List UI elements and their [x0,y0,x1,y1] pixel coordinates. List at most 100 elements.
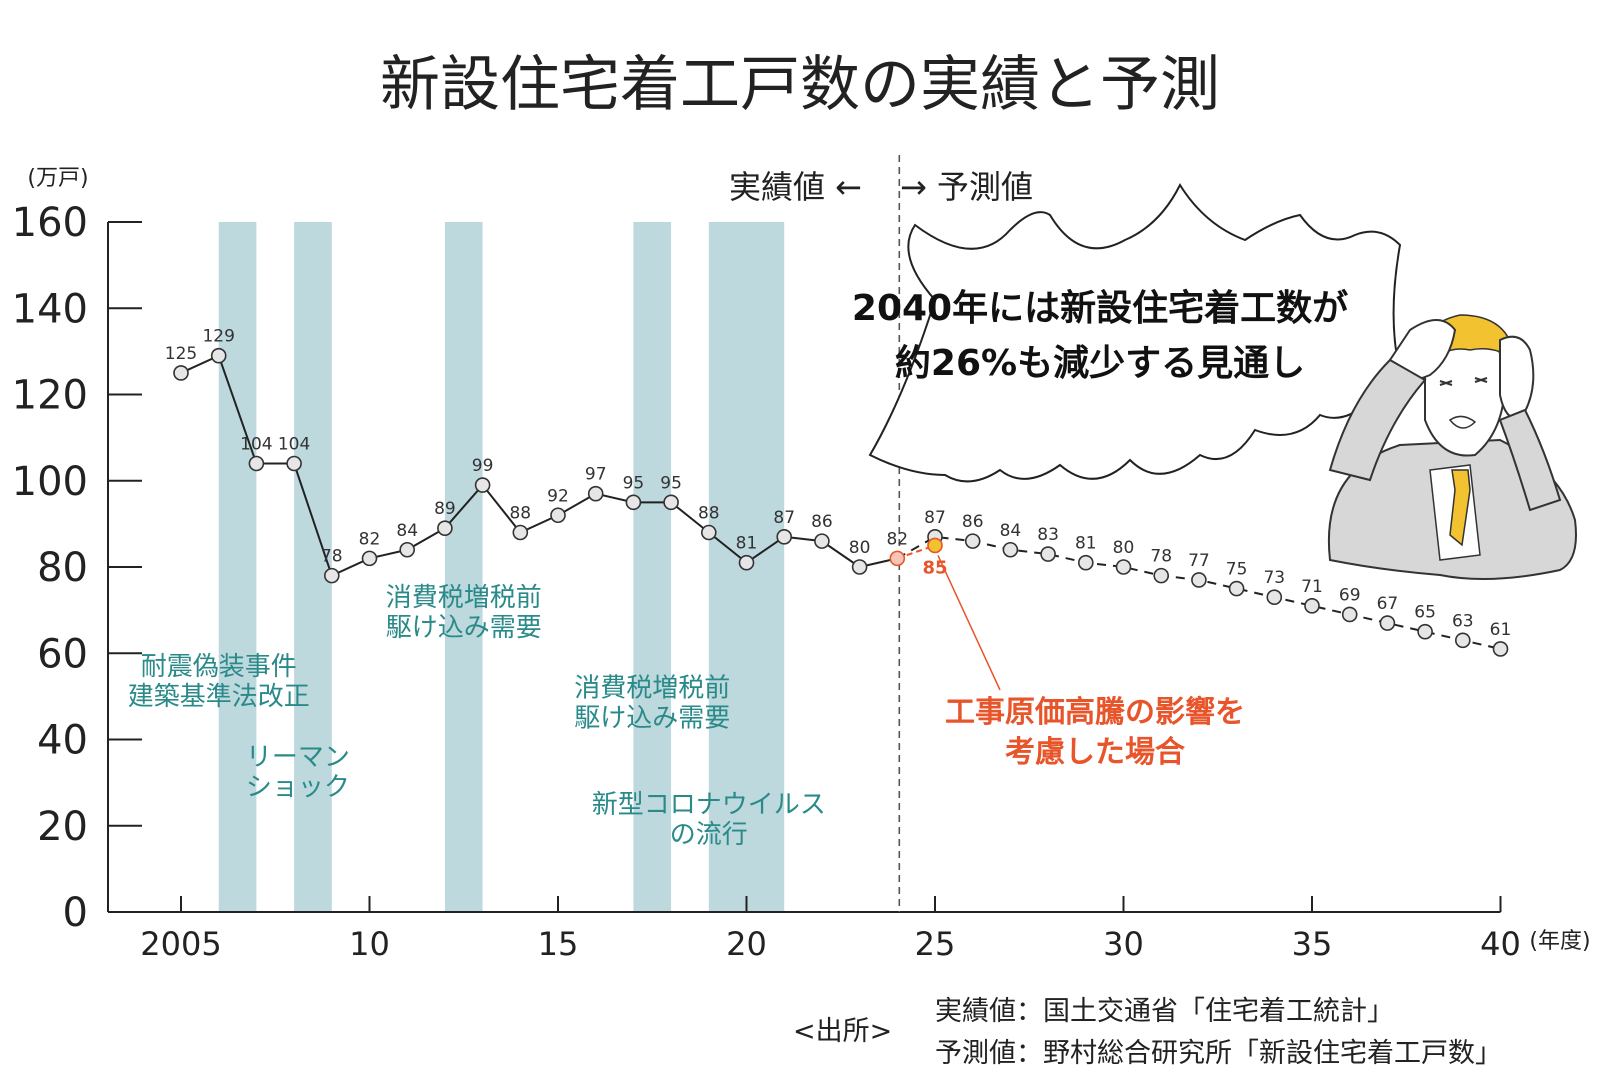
mouth-shape [1448,415,1477,429]
source-line-1: 実績値：国土交通省「住宅着工統計」 [935,996,1394,1027]
forecast-point [1078,554,1094,571]
tie-icon [1449,469,1471,547]
forecast-value-label: 75 [1226,560,1248,580]
event-annotation-1-line-1: ショック [246,772,350,802]
forecast-point [1379,615,1396,631]
shaded-period-3 [633,222,672,912]
annotations: 耐震偽装事件建築基準法改正リーマンショック消費税増税前駆け込み需要消費税増税前駆… [128,583,826,850]
forecast-value-label: 63 [1452,611,1474,631]
highlight-note-line-2: 考慮した場合 [1005,735,1185,770]
actual-value-label: 87 [773,508,795,528]
x-axis-unit: (年度) [1529,929,1590,954]
highlight-note-line-1: 工事原価高騰の影響を [945,695,1245,730]
event-annotation-4-line-0: 新型コロナウイルス [592,790,826,820]
actual-value-label: 80 [849,538,871,558]
actual-point [814,533,830,549]
forecast-point [1002,541,1019,558]
speech-bubble-shape [868,182,1407,483]
right-hand-shape [1499,335,1535,422]
x-tick-label: 15 [538,925,579,963]
event-annotation-0-line-0: 耐震偽装事件 [141,652,297,682]
actual-value-label: 95 [623,473,645,493]
actual-point [399,541,416,558]
source-prefix: <出所> [793,1016,892,1047]
forecast-value-label: 65 [1414,603,1436,623]
actual-value-label: 125 [165,344,197,364]
actual-value-label: 104 [240,435,272,455]
shaded-period-0 [218,222,257,912]
series-points [173,347,1509,657]
actual-value-label: 89 [434,499,456,519]
actual-point [210,347,227,364]
x-tick-label: 40 [1480,925,1521,963]
actual-value-label: 82 [886,529,908,549]
worried-man-illustration [1327,314,1577,580]
y-tick-label: 40 [37,718,88,764]
actual-point [738,554,755,571]
event-annotation-0-line-1: 建築基準法改正 [128,682,310,712]
actual-value-label: 82 [359,529,381,549]
actual-point [173,365,189,381]
actual-label: 実績値 ← [729,168,862,206]
y-tick-label: 20 [37,804,88,850]
actual-point [663,494,679,511]
actual-point [248,455,265,472]
forecast-value-label: 73 [1263,568,1285,588]
forecast-point [1228,580,1245,597]
actual-point [550,507,566,524]
event-annotation-2-line-1: 駆け込み需要 [386,613,542,643]
actual-point [889,550,906,567]
event-annotation-3-line-0: 消費税増税前 [574,673,730,703]
forecast-value-label: 83 [1037,525,1059,545]
actual-value-label: 97 [585,465,607,485]
actual-point [587,485,604,502]
forecast-value-label: 61 [1490,620,1512,640]
x-tick-label: 10 [349,925,390,963]
forecast-value-label: 69 [1339,585,1361,605]
chart-title: 新設住宅着工戸数の実績と予測 [380,50,1220,120]
forecast-value-label: 78 [1150,547,1172,567]
shaded-period-1 [294,222,332,912]
forecast-point [1304,598,1320,614]
actual-value-label: 88 [698,504,720,524]
forecast-point [964,533,981,549]
speech-bubble [868,182,1407,483]
actual-point [776,529,793,545]
forecast-value-label: 84 [1000,521,1022,541]
y-tick-label: 140 [12,286,88,332]
actual-value-label: 84 [396,521,418,541]
event-annotation-3-line-1: 駆け込み需要 [574,703,730,733]
forecast-point [1115,559,1132,575]
actual-value-label: 99 [472,456,494,476]
forecast-value-label: 87 [924,508,946,528]
forecast-value-label: 86 [962,512,984,532]
actual-point [361,550,378,567]
x-tick-label: 25 [915,925,956,963]
source-line-2: 予測値：野村総合研究所「新設住宅着工戸数」 [935,1038,1502,1069]
forecast-point [1153,567,1169,584]
actual-value-label: 81 [736,534,758,554]
actual-point [512,524,529,541]
actual-value-label: 78 [321,547,343,567]
forecast-point [1266,589,1283,605]
callout-line-1: 2040年には新設住宅着工数が [852,287,1348,329]
left-arm-shape [1328,358,1427,482]
y-tick-label: 60 [37,631,88,677]
forecast-value-label: 81 [1075,534,1097,554]
event-annotation-1-line-0: リーマン [246,742,350,772]
y-tick-label: 120 [12,373,88,419]
actual-value-label: 88 [509,504,531,524]
event-annotation-4-line-1: の流行 [670,820,748,850]
actual-value-label: 95 [660,473,682,493]
forecast-value-label: 67 [1377,594,1399,614]
actual-value-label: 104 [278,435,310,455]
y-axis-unit: (万戸) [27,166,88,191]
event-annotation-2-line-0: 消費税増税前 [386,583,542,613]
x-tick-label: 20 [726,925,767,963]
forecast-point [1455,632,1471,649]
y-tick-label: 80 [37,545,88,591]
callout-text: 2040年には新設住宅着工数が 約26%も減少する見通し [852,287,1348,384]
highlight-point [927,537,943,554]
